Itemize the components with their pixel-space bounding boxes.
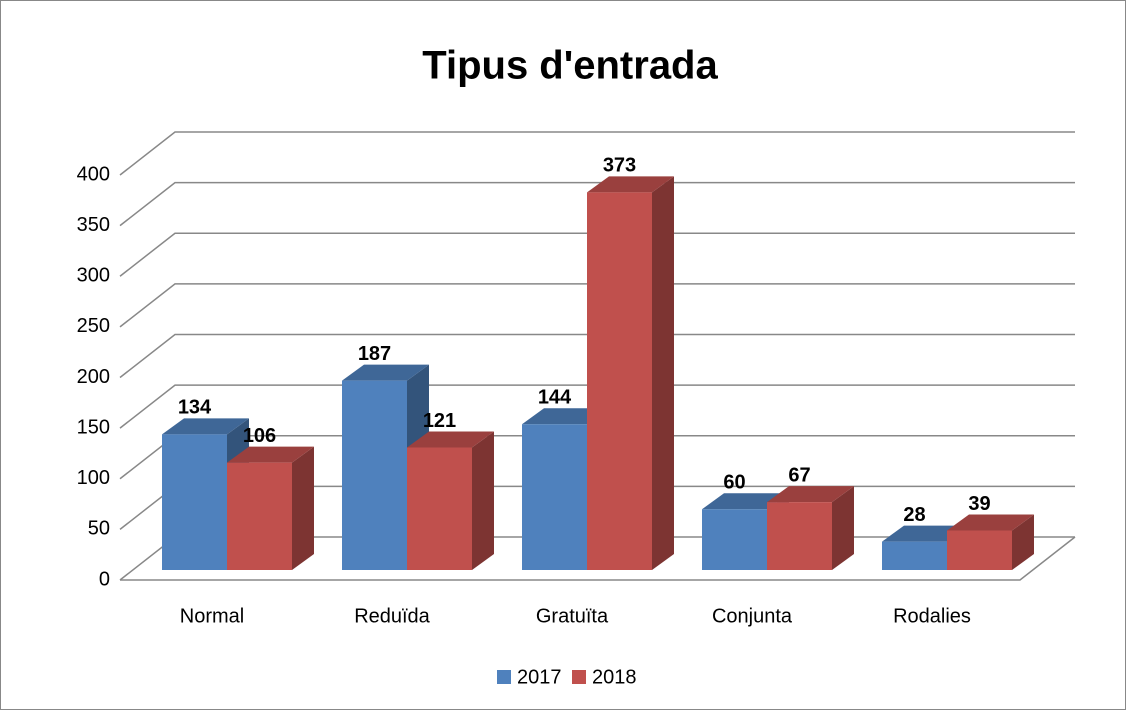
- y-tick-label: 350: [77, 214, 110, 236]
- bar-side: [652, 176, 674, 570]
- data-label: 373: [603, 155, 636, 177]
- x-tick-label: Reduïda: [354, 605, 430, 627]
- bar-front: [702, 509, 767, 570]
- bar-front: [882, 541, 947, 570]
- data-label: 67: [788, 464, 810, 486]
- bar-side: [292, 446, 314, 570]
- y-tick-label: 50: [88, 518, 110, 540]
- bar-side: [472, 431, 494, 570]
- grid-line: [119, 232, 1075, 277]
- grid-line: [119, 283, 1075, 328]
- y-tick-label: 0: [99, 568, 110, 590]
- grid-line: [119, 384, 1075, 429]
- bar-top: [342, 364, 429, 381]
- x-tick-label: Conjunta: [712, 605, 793, 627]
- bar: [587, 176, 674, 570]
- bar-top: [947, 514, 1034, 531]
- grid-line: [119, 181, 1075, 227]
- bar: [407, 431, 494, 570]
- data-label: 60: [723, 472, 745, 494]
- bar-front: [587, 192, 652, 570]
- y-tick-label: 250: [77, 315, 110, 337]
- bar-front: [522, 424, 587, 570]
- bar-top: [767, 486, 854, 503]
- bar-top: [407, 431, 494, 448]
- data-label: 144: [538, 386, 572, 408]
- chart-title: Tipus d'entrada: [422, 44, 718, 88]
- data-label: 106: [243, 425, 276, 447]
- legend-label: 2017: [517, 666, 562, 688]
- y-tick-label: 400: [77, 163, 110, 185]
- legend-swatch: [572, 670, 586, 684]
- x-tick-label: Gratuïta: [536, 605, 609, 627]
- data-label: 28: [903, 504, 925, 526]
- bar-front: [162, 434, 227, 570]
- bar-side: [832, 486, 854, 570]
- y-tick-label: 300: [77, 265, 110, 287]
- bar-front: [767, 502, 832, 570]
- y-tick-label: 100: [77, 467, 110, 489]
- data-label: 187: [358, 343, 391, 365]
- bar: [767, 486, 854, 570]
- bar-top: [162, 418, 249, 435]
- x-tick-label: Rodalies: [893, 605, 971, 627]
- bar-top: [227, 446, 314, 463]
- bar-front: [947, 530, 1012, 570]
- legend-label: 2018: [592, 666, 637, 688]
- grid-line: [119, 131, 1075, 176]
- data-label: 39: [968, 493, 990, 515]
- data-label: 121: [423, 410, 456, 432]
- bar-front: [227, 462, 292, 570]
- bar: [227, 446, 314, 570]
- grid-line: [119, 333, 1075, 379]
- floor-edge: [120, 536, 1076, 581]
- bar-top: [587, 176, 674, 193]
- data-label: 134: [178, 397, 212, 419]
- legend-swatch: [497, 670, 511, 684]
- bar: [947, 514, 1034, 570]
- bar-front: [342, 380, 407, 570]
- y-tick-label: 150: [77, 416, 110, 438]
- y-tick-label: 200: [77, 366, 110, 388]
- bar-side: [1012, 514, 1034, 570]
- x-tick-label: Normal: [180, 605, 244, 627]
- bar-front: [407, 447, 472, 570]
